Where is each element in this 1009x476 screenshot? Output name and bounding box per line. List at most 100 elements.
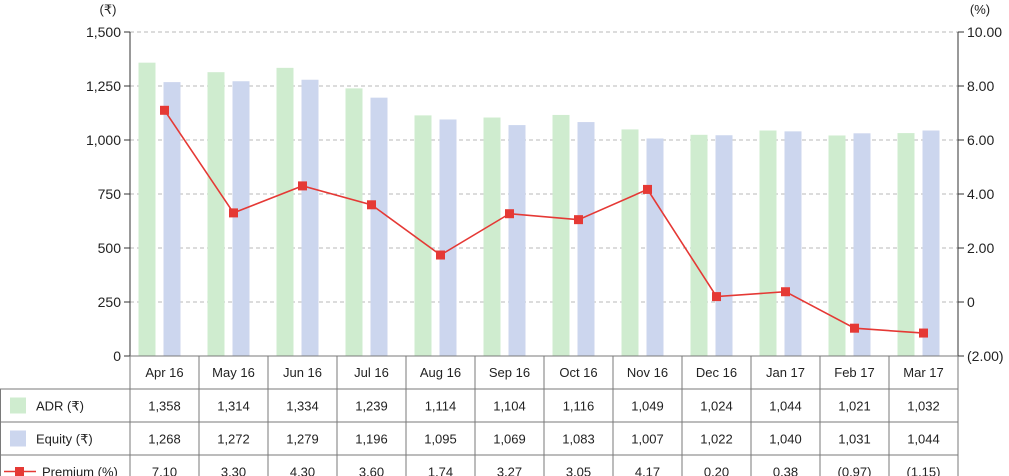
category-label: Jan 17	[766, 365, 805, 380]
equity-bar	[853, 133, 871, 356]
data-label: 1,031	[838, 432, 871, 447]
category-label: Jun 16	[283, 365, 322, 380]
series-label: ADR (₹)	[36, 399, 84, 414]
data-label: 7.10	[152, 465, 177, 476]
adr-bar	[414, 115, 432, 356]
right-tick-label: 0	[967, 294, 975, 310]
left-tick-label: 1,500	[86, 24, 121, 40]
data-label: (0.97)	[838, 465, 872, 476]
premium-point	[712, 292, 721, 302]
data-label: 1,044	[769, 399, 802, 414]
premium-line-path	[163, 109, 924, 334]
premium-point	[229, 208, 238, 218]
gridlines	[130, 31, 958, 303]
data-label: 1,116	[563, 399, 595, 414]
adr-bar	[138, 62, 156, 357]
adr-bar	[828, 135, 846, 356]
data-label: 1,021	[838, 399, 871, 414]
premium-point	[850, 323, 859, 333]
data-label: 1,040	[769, 432, 802, 447]
equity-bar	[508, 125, 526, 356]
left-tick-label: 0	[113, 348, 121, 364]
left-axis-unit: (₹)	[100, 2, 117, 17]
category-label: Dec 16	[696, 365, 737, 380]
category-label: Oct 16	[559, 365, 597, 380]
category-label: Aug 16	[420, 365, 461, 380]
premium-point	[367, 200, 376, 210]
premium-line	[160, 105, 928, 338]
adr-bar	[207, 72, 225, 357]
equity-bar	[163, 82, 181, 356]
right-tick-label: 8.00	[967, 78, 994, 94]
right-tick-label: 10.00	[967, 24, 1002, 40]
right-tick-label: 2.00	[967, 240, 994, 256]
legend-swatch	[10, 397, 26, 414]
legend-marker	[15, 467, 24, 476]
data-label: 1,049	[631, 399, 664, 414]
adr-bar	[897, 133, 915, 356]
data-label: 1,334	[286, 399, 319, 414]
right-tick-label: (2.00)	[967, 348, 1004, 364]
data-label: 4.17	[635, 465, 660, 476]
category-label: Mar 17	[903, 365, 943, 380]
data-label: 3.27	[497, 465, 522, 476]
right-tick-label: 4.00	[967, 186, 994, 202]
data-label: 1,239	[355, 399, 388, 414]
equity-bar	[577, 122, 595, 357]
right-axis-unit: (%)	[970, 2, 990, 17]
series-label: Premium (%)	[42, 465, 118, 476]
data-label: 3.05	[566, 465, 591, 476]
left-tick-label: 750	[98, 186, 122, 202]
equity-bar	[715, 135, 733, 356]
right-tick-label: 6.00	[967, 132, 994, 148]
equity-bar	[301, 79, 319, 357]
left-tick-label: 1,000	[86, 132, 121, 148]
adr-bar	[276, 67, 294, 356]
adr-bar	[345, 88, 363, 356]
adr-bar	[690, 134, 708, 356]
left-tick-label: 250	[98, 294, 122, 310]
equity-bar	[922, 130, 940, 356]
equity-bar	[370, 97, 388, 356]
premium-point	[160, 105, 169, 115]
data-label: 1,024	[700, 399, 733, 414]
category-label: Sep 16	[489, 365, 530, 380]
data-label: 0.20	[704, 465, 729, 476]
premium-point	[574, 215, 583, 225]
data-label: 1,044	[907, 432, 940, 447]
data-table: Apr 16 May 16 Jun 16 Jul 16 Aug 16 Sep 16 Oct …	[0, 355, 959, 476]
data-label: 1,007	[631, 432, 664, 447]
category-label: Apr 16	[145, 365, 183, 380]
data-label: 3.30	[221, 465, 246, 476]
premium-point	[781, 287, 790, 297]
category-label: Feb 17	[834, 365, 874, 380]
adr-bar	[759, 130, 777, 356]
data-label: 1,114	[425, 399, 457, 414]
category-label: Nov 16	[627, 365, 668, 380]
premium-point	[298, 181, 307, 191]
data-label: 1,314	[217, 399, 250, 414]
data-label: 1,104	[493, 399, 526, 414]
data-label: 1,268	[148, 432, 181, 447]
data-label: 1,083	[562, 432, 595, 447]
adr-bar	[621, 129, 639, 356]
equity-bar	[232, 81, 250, 357]
data-label: 1,196	[355, 432, 388, 447]
data-label: 1,069	[493, 432, 526, 447]
premium-point	[643, 184, 652, 194]
premium-point	[505, 209, 514, 219]
equity-bar	[439, 119, 457, 356]
data-label: 1,095	[424, 432, 457, 447]
premium-point	[919, 328, 928, 338]
left-tick-label: 500	[98, 240, 122, 256]
data-label: 1.74	[428, 465, 453, 476]
bars	[138, 62, 940, 357]
data-label: 1,358	[148, 399, 181, 414]
equity-bar	[784, 131, 802, 356]
adr-bar	[552, 114, 570, 356]
legend-swatch	[10, 430, 26, 447]
data-label: 1,022	[700, 432, 733, 447]
data-label: 1,272	[217, 432, 250, 447]
left-tick-label: 1,250	[86, 78, 121, 94]
